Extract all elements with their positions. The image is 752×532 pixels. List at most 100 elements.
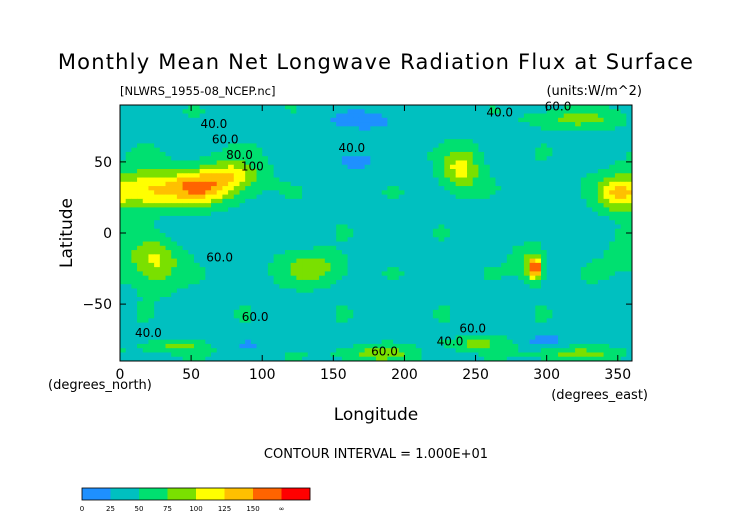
heatmap-cell <box>159 164 166 170</box>
heatmap-cell <box>290 173 297 178</box>
heatmap-cell <box>421 211 428 217</box>
heatmap-cell <box>176 228 183 234</box>
heatmap-cell <box>296 279 303 285</box>
heatmap-cell <box>455 177 462 183</box>
heatmap-cell <box>518 220 525 225</box>
heatmap-cell <box>575 211 582 217</box>
heatmap-cell <box>404 203 411 208</box>
heatmap-cell <box>279 267 286 272</box>
heatmap-cell <box>506 250 513 255</box>
heatmap-cell <box>512 105 519 110</box>
heatmap-cell <box>211 194 218 200</box>
heatmap-cell <box>580 160 587 166</box>
heatmap-cell <box>125 109 132 114</box>
heatmap-cell <box>489 215 496 221</box>
heatmap-cell <box>478 322 485 328</box>
heatmap-cell <box>125 275 132 281</box>
heatmap-cell <box>614 318 622 323</box>
heatmap-cell <box>171 109 178 114</box>
heatmap-cell <box>427 194 434 200</box>
heatmap-cell <box>540 169 548 174</box>
heatmap-cell <box>131 139 138 144</box>
heatmap-cell <box>199 151 206 157</box>
heatmap-cell <box>154 190 161 195</box>
heatmap-cell <box>552 181 559 187</box>
heatmap-cell <box>245 173 252 178</box>
heatmap-cell <box>148 203 155 208</box>
heatmap-cell <box>398 288 405 294</box>
heatmap-cell <box>603 147 610 153</box>
heatmap-cell <box>512 245 519 251</box>
heatmap-cell <box>449 258 457 264</box>
heatmap-cell <box>461 297 468 302</box>
heatmap-cell <box>398 305 405 311</box>
heatmap-cell <box>171 309 178 315</box>
heatmap-cell <box>358 318 366 323</box>
heatmap-cell <box>620 275 627 281</box>
heatmap-cell <box>199 220 206 225</box>
heatmap-cell <box>256 126 263 131</box>
heatmap-cell <box>540 335 548 341</box>
heatmap-cell <box>199 190 206 195</box>
heatmap-cell <box>404 245 411 251</box>
heatmap-cell <box>427 318 434 323</box>
heatmap-cell <box>489 122 496 127</box>
heatmap-cell <box>455 203 462 208</box>
heatmap-cell <box>148 335 155 341</box>
heatmap-cell <box>580 262 587 268</box>
heatmap-cell <box>444 190 451 195</box>
heatmap-cell <box>313 181 320 187</box>
heatmap-cell <box>444 318 451 323</box>
heatmap-cell <box>398 169 405 174</box>
heatmap-cell <box>495 113 502 119</box>
heatmap-cell <box>176 190 183 195</box>
heatmap-cell <box>250 309 257 315</box>
heatmap-cell <box>256 271 263 277</box>
heatmap-cell <box>336 279 343 285</box>
heatmap-cell <box>290 301 297 306</box>
heatmap-cell <box>626 211 633 217</box>
heatmap-cell <box>603 105 610 110</box>
heatmap-cell <box>290 271 297 277</box>
heatmap-cell <box>324 190 331 195</box>
heatmap-cell <box>171 245 178 251</box>
heatmap-cell <box>449 186 457 191</box>
heatmap-cell <box>444 250 451 255</box>
heatmap-cell <box>358 331 366 336</box>
heatmap-cell <box>302 297 309 302</box>
heatmap-cell <box>319 309 326 315</box>
heatmap-cell <box>472 160 479 166</box>
heatmap-cell <box>535 220 542 225</box>
heatmap-cell <box>449 190 457 195</box>
heatmap-cell <box>523 297 530 302</box>
heatmap-cell <box>472 233 479 238</box>
heatmap-cell <box>586 177 593 183</box>
heatmap-cell <box>614 335 622 341</box>
heatmap-cell <box>455 190 462 195</box>
heatmap-cell <box>296 322 303 328</box>
heatmap-cell <box>427 309 434 315</box>
heatmap-cell <box>199 105 206 110</box>
heatmap-cell <box>290 258 297 264</box>
heatmap-cell <box>262 139 269 144</box>
heatmap-cell <box>614 220 622 225</box>
heatmap-cell <box>626 186 633 191</box>
heatmap-cell <box>546 335 553 341</box>
heatmap-cell <box>176 314 183 319</box>
heatmap-cell <box>563 190 570 195</box>
heatmap-cell <box>148 245 155 251</box>
heatmap-cell <box>216 339 223 345</box>
heatmap-cell <box>302 130 309 136</box>
heatmap-cell <box>228 241 235 247</box>
heatmap-cell <box>620 126 627 131</box>
heatmap-cell <box>319 245 326 251</box>
heatmap-cell <box>222 339 229 345</box>
heatmap-cell <box>563 122 570 127</box>
heatmap-cell <box>415 309 422 315</box>
heatmap-cell <box>432 233 439 238</box>
heatmap-cell <box>131 241 138 247</box>
heatmap-cell <box>489 224 496 230</box>
heatmap-cell <box>193 147 201 153</box>
heatmap-cell <box>569 117 576 123</box>
heatmap-cell <box>233 190 240 195</box>
